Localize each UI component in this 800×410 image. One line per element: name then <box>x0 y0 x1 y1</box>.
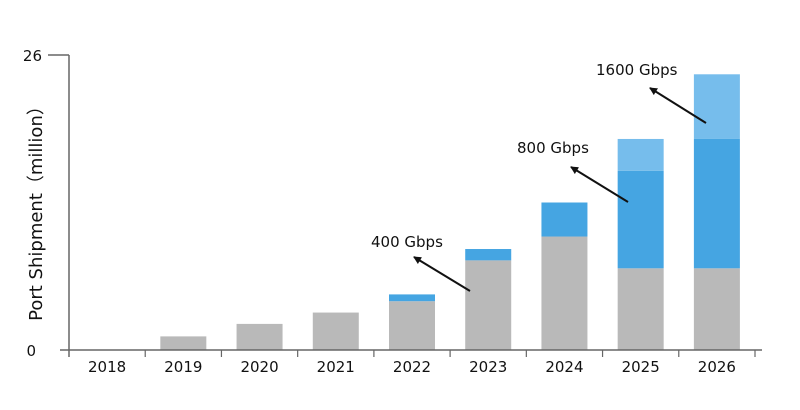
bar-segment-2026-s0 <box>693 268 740 350</box>
x-tick-label: 2018 <box>88 358 126 376</box>
bar-segment-2025-s2 <box>617 138 664 171</box>
bar-segment-2026-s2 <box>693 74 740 139</box>
annotation-arrow <box>570 166 629 203</box>
bar-segment-2022-s1 <box>389 294 435 302</box>
bar-segment-2023-s0 <box>465 260 512 350</box>
annotation-arrow <box>649 87 707 124</box>
bar-segment-2025-s0 <box>617 268 664 350</box>
bar-segment-2025-s1 <box>617 170 664 269</box>
bar-segment-2022-s0 <box>389 301 435 350</box>
bar-segment-2026-s1 <box>693 138 740 269</box>
x-tick-label: 2022 <box>393 358 431 376</box>
bar-segment-2024-s0 <box>541 236 588 350</box>
x-tick-label: 2021 <box>317 358 355 376</box>
x-tick-label: 2019 <box>164 358 202 376</box>
bar-segment-2020-s0 <box>236 323 283 350</box>
y-tick-label-bottom: 0 <box>26 342 36 360</box>
bar-segment-2021-s0 <box>312 312 359 350</box>
bar-segment-2024-s1 <box>541 202 588 237</box>
x-tick-label: 2023 <box>469 358 507 376</box>
x-tick-label: 2025 <box>622 358 660 376</box>
x-tick-label: 2020 <box>240 358 278 376</box>
annotation-label: 800 Gbps <box>517 139 589 157</box>
annotation-arrow <box>413 256 471 292</box>
bar-segment-2019-s0 <box>160 336 207 350</box>
annotation-label: 400 Gbps <box>371 233 443 251</box>
y-axis-label: Port Shipment（million） <box>26 97 47 321</box>
bar-segment-2023-s1 <box>465 249 512 261</box>
x-tick-label: 2026 <box>698 358 736 376</box>
x-tick-label: 2024 <box>545 358 583 376</box>
annotation-label: 1600 Gbps <box>596 61 678 79</box>
y-tick-label-top: 26 <box>23 47 42 65</box>
